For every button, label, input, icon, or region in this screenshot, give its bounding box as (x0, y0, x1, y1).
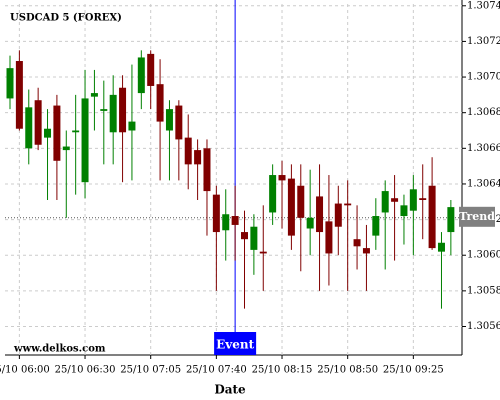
candle-body (62, 146, 70, 151)
candle-body (344, 203, 352, 206)
candle-body (269, 175, 277, 213)
x-tick-label: 25/10 06:00 (0, 365, 50, 376)
candle-body (362, 248, 370, 254)
candle-body (316, 196, 324, 233)
candle-body (53, 105, 61, 161)
x-axis-title: Date (214, 383, 246, 397)
watermark: www.delkos.com (13, 344, 106, 355)
candle-body (250, 226, 258, 250)
candle-body (25, 107, 33, 149)
candle-body (72, 130, 80, 133)
candle-body (428, 185, 436, 249)
candle-body (353, 239, 361, 247)
candle-body (6, 68, 14, 99)
candle-body (437, 242, 445, 252)
y-tick-label: 1.3074 (467, 0, 500, 11)
candle-body (222, 214, 230, 231)
y-tick-label: 1.3072 (467, 36, 500, 47)
candle-body (184, 137, 192, 165)
candle-body (287, 178, 295, 236)
candle-body (109, 94, 117, 133)
candle-body (297, 185, 305, 218)
candle-body (306, 217, 314, 229)
x-tick-label: 25/10 09:25 (383, 365, 444, 376)
candle-body (447, 207, 455, 233)
event-label: Event (216, 338, 254, 352)
candle-body (128, 121, 136, 131)
x-tick-label: 25/10 06:30 (55, 365, 116, 376)
candle-body (391, 198, 399, 202)
candle-body (100, 109, 108, 111)
trend-label: Trend (459, 210, 495, 223)
candle-body (381, 191, 389, 213)
y-tick-label: 1.3066 (467, 143, 500, 154)
y-tick-label: 1.3070 (467, 72, 500, 83)
x-tick-label: 25/10 07:40 (186, 365, 247, 376)
x-tick-label: 25/10 07:05 (120, 365, 181, 376)
x-tick-label: 25/10 08:50 (317, 365, 378, 376)
chart-title: USDCAD 5 (FOREX) (10, 13, 122, 24)
candle-body (325, 221, 333, 254)
candle-body (203, 148, 211, 192)
candle-body (156, 84, 164, 122)
candle-body (259, 251, 267, 254)
candle-body (231, 216, 239, 225)
candle-body (90, 93, 98, 97)
y-tick-label: 1.3060 (467, 250, 500, 261)
candle-body (119, 87, 127, 133)
candle-body (81, 98, 89, 183)
candle-body (194, 150, 202, 165)
candle-body (400, 205, 408, 217)
candle-body (137, 57, 145, 94)
candle-body (15, 61, 23, 129)
candle-body (334, 203, 342, 227)
x-tick-label: 25/10 08:15 (252, 365, 313, 376)
candle-body (212, 194, 220, 233)
candle-body (278, 175, 286, 181)
candle-body (147, 53, 155, 86)
candle-body (241, 232, 248, 240)
candle-body (44, 128, 52, 138)
event-label-box (214, 332, 257, 355)
candle-body (175, 105, 183, 140)
y-tick-label: 1.3056 (467, 321, 500, 332)
candle-body (34, 100, 42, 145)
candle-body (419, 198, 427, 200)
candle-body (372, 216, 380, 236)
trend-label-box (459, 206, 495, 227)
candle-body (165, 109, 173, 131)
y-tick-label: 1.3058 (467, 285, 500, 296)
y-tick-label: 1.3068 (467, 107, 500, 118)
y-tick-label: 1.3064 (467, 178, 500, 189)
candle-body (409, 189, 417, 211)
